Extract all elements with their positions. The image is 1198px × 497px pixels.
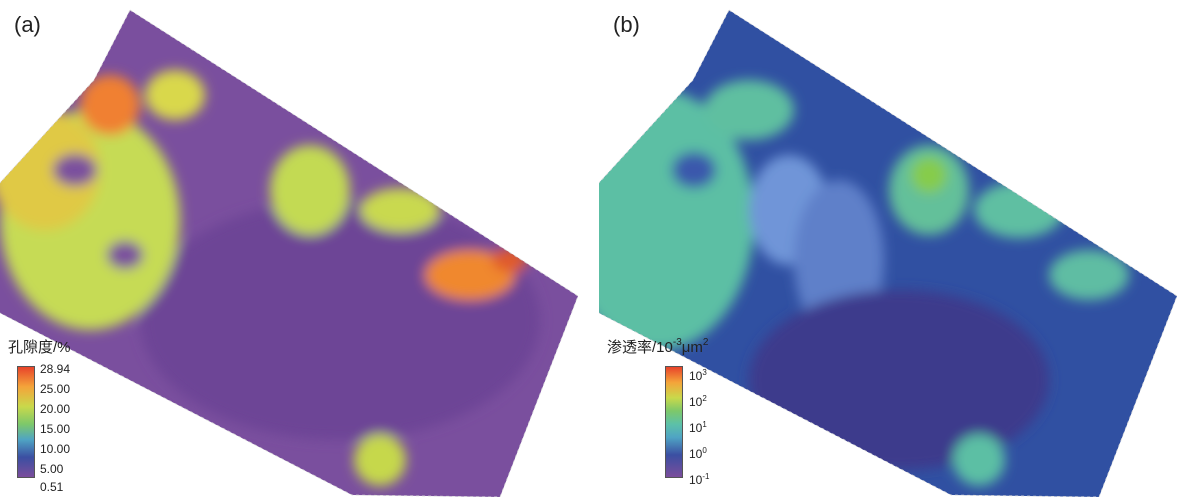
porosity-tick-label: 28.94 [40, 362, 71, 376]
porosity-tick-label: 0.51 [40, 480, 64, 494]
permeability-map-panel: (b) 渗透率/10-3μm2 103 102 101 100 10-1 [599, 0, 1198, 497]
porosity-map-panel: (a) 孔隙度/% 28.94 25.00 20.00 15.00 10.00 … [0, 9, 579, 497]
porosity-legend-title: 孔隙度/% [8, 339, 71, 356]
permeability-tick-label: 10-1 [689, 472, 710, 487]
permeability-tick-label: 103 [689, 368, 707, 383]
permeability-map [599, 9, 1178, 497]
permeability-color-scale [665, 366, 683, 478]
porosity-tick-label: 25.00 [40, 382, 71, 396]
permeability-tick-label: 102 [689, 394, 707, 409]
porosity-high-zone-south [354, 434, 406, 486]
permeability-tick-label: 100 [689, 446, 707, 461]
porosity-color-scale [17, 366, 35, 478]
panel-label-b: (b) [613, 12, 640, 37]
porosity-tick-label: 20.00 [40, 402, 71, 416]
porosity-peak-zone-nw [80, 75, 140, 135]
permeability-legend-title: 渗透率/10-3μm2 [607, 337, 709, 356]
permeability-tick-label: 101 [689, 420, 707, 435]
porosity-tick-label: 15.00 [40, 422, 71, 436]
panel-label-a: (a) [14, 12, 41, 37]
porosity-tick-label: 10.00 [40, 442, 71, 456]
permeability-high-zone-south [953, 434, 1005, 486]
porosity-tick-label: 5.00 [40, 462, 64, 476]
porosity-high-zone-center [270, 145, 350, 235]
porosity-map [0, 9, 579, 497]
